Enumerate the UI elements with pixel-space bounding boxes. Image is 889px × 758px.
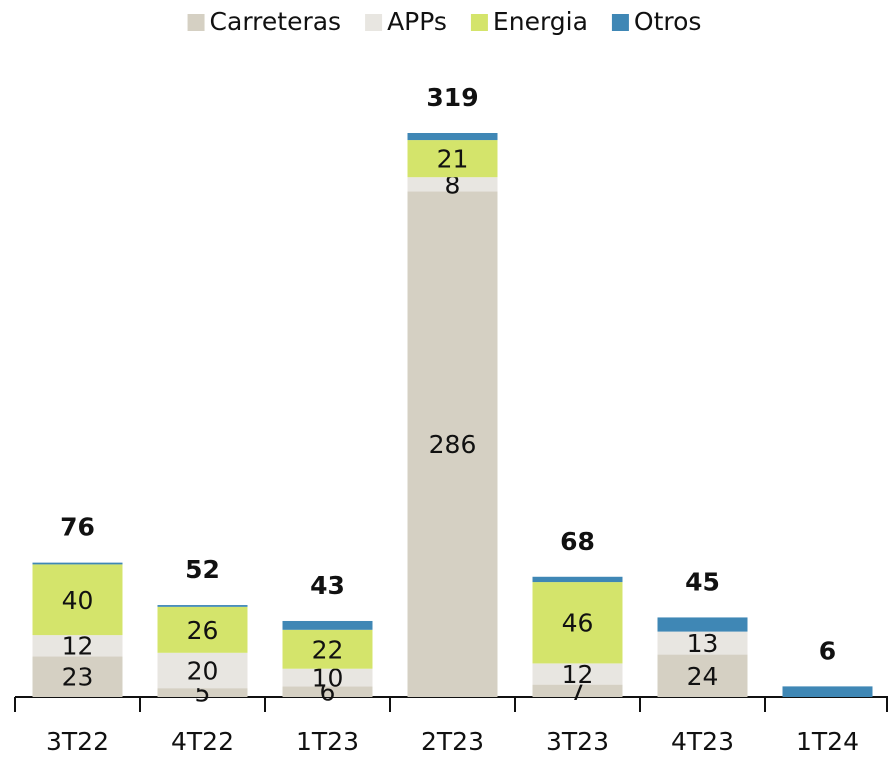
bar-segment: [782, 686, 873, 697]
legend-label: APPs: [387, 7, 447, 36]
x-tick-label: 2T23: [421, 727, 484, 756]
bar-segment: [282, 620, 373, 630]
bar-segment: [657, 617, 748, 632]
legend-swatch: [187, 14, 205, 31]
total: 68: [560, 527, 595, 556]
legend-item: Energia: [470, 7, 588, 36]
legend-swatch: [365, 14, 383, 31]
data-label: 24: [687, 662, 719, 691]
data-label: 286: [429, 430, 477, 459]
bar-segment: [407, 133, 498, 141]
total: 52: [185, 555, 220, 584]
x-tick-label: 3T23: [546, 727, 609, 756]
x-tick-label: 1T23: [296, 727, 359, 756]
data-label: 12: [62, 632, 94, 661]
bar-segment: [32, 635, 123, 657]
bar-segment: [407, 140, 498, 178]
bar-segment: [282, 668, 373, 687]
legend-swatch: [470, 14, 488, 31]
bar-segment: [657, 631, 748, 655]
x-tick-label: 1T24: [796, 727, 859, 756]
data-label: 21: [437, 145, 469, 174]
bar-segment: [657, 654, 748, 697]
bar-segment: [157, 688, 248, 697]
legend-item: Carreteras: [187, 7, 342, 36]
bar-segment: [157, 606, 248, 653]
data-label: 22: [312, 635, 344, 664]
bar-segment: [282, 686, 373, 697]
legend-swatch: [611, 14, 629, 31]
bar-segment: [157, 605, 248, 607]
bar-segment: [32, 656, 123, 697]
total: 45: [685, 567, 720, 596]
data-label: 26: [187, 616, 219, 645]
bar-segment: [532, 684, 623, 697]
bar-segment: [532, 663, 623, 685]
total: 76: [60, 513, 95, 542]
legend-label: Otros: [634, 7, 702, 36]
legend: Carreteras APPs Energia Otros: [187, 7, 702, 36]
legend-label: Carreteras: [210, 7, 342, 36]
total: 43: [310, 571, 345, 600]
bar-segment: [282, 629, 373, 669]
data-label: 12: [562, 660, 594, 689]
legend-label: Energia: [493, 7, 588, 36]
legend-item: Otros: [611, 7, 702, 36]
bar-segment: [407, 177, 498, 192]
data-label: 23: [62, 663, 94, 692]
bar-segment: [32, 564, 123, 636]
bar-segment: [532, 582, 623, 664]
data-label: 46: [562, 609, 594, 638]
legend-item: APPs: [365, 7, 447, 36]
data-label: 13: [687, 629, 719, 658]
data-label: 40: [62, 586, 94, 615]
x-tick-label: 4T22: [171, 727, 234, 756]
data-label: 8: [445, 170, 461, 199]
x-tick-label: 3T22: [46, 727, 109, 756]
total: 319: [426, 83, 478, 112]
x-tick-label: 4T23: [671, 727, 734, 756]
bar-segment: [32, 562, 123, 565]
total: 6: [819, 636, 836, 665]
data-label: 20: [187, 656, 219, 685]
bar-segment: [407, 191, 498, 697]
bar-segment: [532, 576, 623, 583]
bar-segment: [157, 652, 248, 689]
